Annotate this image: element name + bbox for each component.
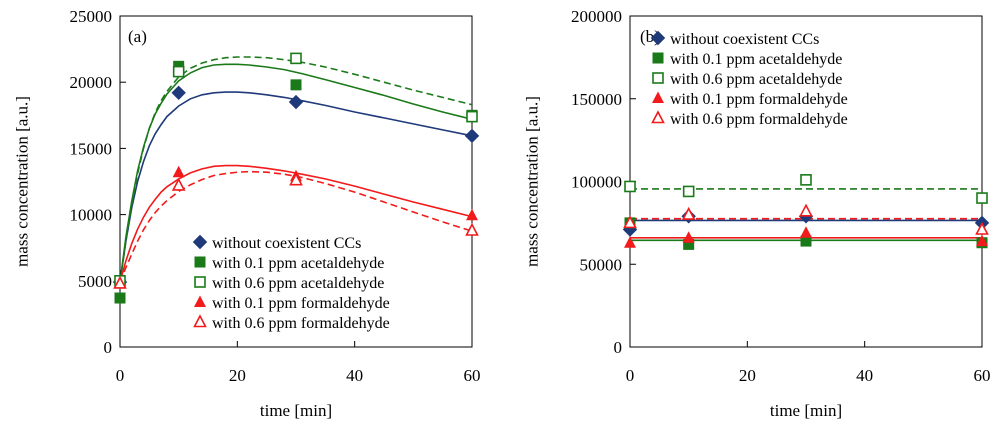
legend-marker — [651, 110, 665, 124]
legend-label: with 0.1 ppm formaldehyde — [670, 91, 848, 108]
x-tick-label: 0 — [626, 366, 635, 385]
y-tick-label: 20000 — [70, 73, 113, 92]
data-point — [172, 65, 185, 78]
data-point — [172, 165, 185, 178]
y-axis-title: mass concentration [a.u.] — [13, 96, 32, 267]
x-tick-label: 0 — [116, 366, 125, 385]
legend-label: with 0.6 ppm formaldehyde — [212, 315, 390, 332]
data-point — [464, 128, 480, 144]
x-tick-label: 20 — [739, 366, 756, 385]
panel-label: (a) — [128, 27, 147, 46]
y-tick-label: 200000 — [571, 7, 622, 26]
data-point — [624, 236, 636, 248]
fit-line — [119, 164, 473, 283]
data-point — [682, 185, 695, 198]
legend-marker — [193, 314, 207, 328]
plot-frame — [119, 15, 473, 348]
legend-label: with 0.6 ppm formaldehyde — [670, 111, 848, 128]
legend-marker — [194, 256, 206, 268]
x-tick-label: 40 — [856, 366, 873, 385]
fit-line — [119, 56, 473, 283]
y-tick-label: 50000 — [580, 255, 623, 274]
data-point — [466, 208, 478, 221]
legend-marker — [650, 30, 666, 46]
data-point — [114, 292, 126, 304]
data-point — [683, 238, 695, 250]
legend: without coexistent CCs with 0.1 ppm aceta… — [650, 30, 848, 128]
legend-label: with 0.1 ppm acetaldehyde — [670, 51, 842, 68]
fit-line — [119, 91, 473, 283]
chart-panel-a: 0 5000 10000 15000 20000 25000 0 20 40 60 time [mi… — [13, 7, 481, 420]
legend-label: without coexistent CCs — [212, 235, 361, 252]
data-point — [976, 234, 988, 247]
y-axis-title: mass concentration [a.u.] — [523, 96, 542, 267]
data-point — [289, 172, 303, 186]
y-tick-label: 10000 — [70, 206, 113, 225]
data-point — [290, 52, 302, 65]
data-point — [800, 235, 812, 247]
x-tick-label: 40 — [346, 366, 363, 385]
legend-marker — [194, 276, 206, 288]
data-point — [171, 177, 186, 191]
data-point — [975, 221, 989, 235]
chart-panel-b: 0 50000 100000 150000 200000 0 20 40 60 time [min… — [523, 7, 991, 420]
data-point — [800, 174, 812, 186]
x-axis-title: time [min] — [770, 401, 842, 420]
fit-line — [119, 170, 473, 283]
legend-marker — [652, 91, 664, 103]
y-tick-label: 150000 — [571, 90, 622, 109]
y-tick-label: 0 — [614, 338, 623, 357]
data-point — [799, 203, 813, 217]
legend: without coexistent CCs with 0.1 ppm aceta… — [192, 234, 390, 332]
data-point — [290, 79, 302, 91]
data-point — [113, 275, 127, 289]
x-axis-title: time [min] — [260, 401, 332, 420]
data-point — [681, 206, 696, 220]
data-point — [976, 192, 988, 204]
x-tick-label: 60 — [974, 366, 991, 385]
data-point — [465, 222, 479, 236]
legend-label: with 0.6 ppm acetaldehyde — [670, 71, 842, 88]
legend-marker — [652, 52, 664, 64]
data-point — [288, 94, 304, 110]
legend-marker — [652, 72, 664, 84]
data-point — [623, 215, 637, 229]
x-tick-label: 20 — [229, 366, 246, 385]
y-tick-label: 5000 — [78, 272, 112, 291]
legend-label: with 0.1 ppm acetaldehyde — [212, 255, 384, 272]
data-point — [624, 180, 636, 193]
y-tick-label: 15000 — [70, 139, 113, 158]
data-point — [800, 226, 812, 238]
data-point — [466, 110, 478, 123]
legend-label: with 0.1 ppm formaldehyde — [212, 295, 390, 312]
legend-label: with 0.6 ppm acetaldehyde — [212, 275, 384, 292]
data-point — [682, 231, 695, 243]
y-tick-label: 25000 — [70, 7, 113, 26]
x-tick-label: 60 — [464, 366, 481, 385]
legend-label: without coexistent CCs — [670, 31, 819, 48]
data-point — [171, 85, 186, 100]
y-tick-label: 100000 — [571, 173, 622, 192]
y-tick-label: 0 — [104, 338, 113, 357]
legend-marker — [192, 234, 208, 250]
legend-marker — [194, 295, 206, 307]
